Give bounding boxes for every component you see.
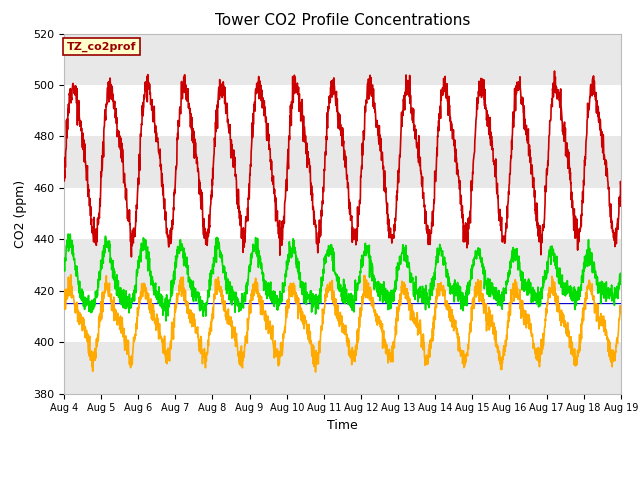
Legend: 0.35m, CO2_P3, 6.0m, 23.5m: 0.35m, CO2_P3, 6.0m, 23.5m [156,479,529,480]
Text: TZ_co2prof: TZ_co2prof [67,42,136,52]
Bar [64,240,621,291]
Y-axis label: CO2 (ppm): CO2 (ppm) [15,180,28,248]
X-axis label: Time: Time [327,419,358,432]
Bar [64,34,621,85]
Title: Tower CO2 Profile Concentrations: Tower CO2 Profile Concentrations [214,13,470,28]
Bar [64,342,621,394]
Bar [64,136,621,188]
